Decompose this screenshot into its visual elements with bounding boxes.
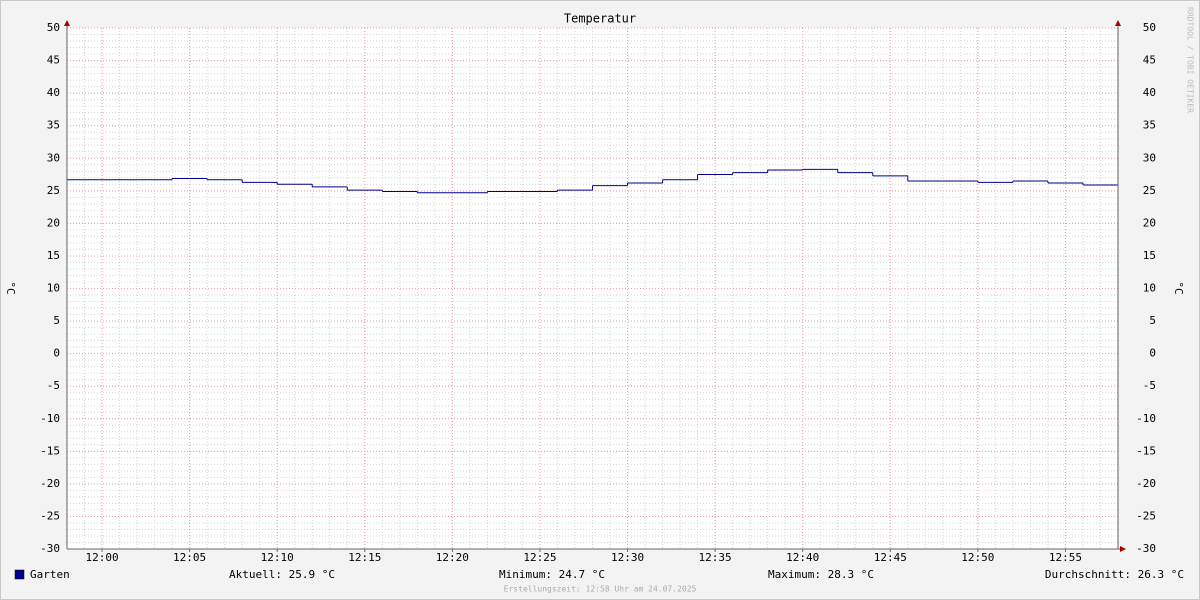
y-tick-label-right: -10: [1136, 412, 1156, 425]
y-tick-label: -5: [47, 379, 60, 392]
x-tick-label: 12:10: [261, 551, 294, 564]
y-tick-label-right: 0: [1149, 347, 1156, 360]
y-tick-label: 50: [47, 21, 60, 34]
y-tick-label-right: -15: [1136, 444, 1156, 457]
y-tick-label-right: 40: [1143, 86, 1156, 99]
axis-arrow: [1120, 546, 1126, 552]
y-tick-label: -30: [40, 542, 60, 555]
chart-title: Temperatur: [564, 12, 636, 26]
y-tick-label: 10: [47, 282, 60, 295]
y-tick-label: 30: [47, 151, 60, 164]
y-axis-label-right: °C: [1172, 281, 1185, 294]
y-tick-label: 15: [47, 249, 60, 262]
y-tick-label: 0: [53, 347, 60, 360]
y-tick-label-right: 50: [1143, 21, 1156, 34]
y-tick-label-right: 15: [1143, 249, 1156, 262]
y-tick-label-right: 5: [1149, 314, 1156, 327]
y-tick-label: 20: [47, 216, 60, 229]
watermark: RRDTOOL / TOBI OETIKER: [1186, 7, 1195, 113]
legend-stat: Minimum: 24.7 °C: [499, 568, 605, 581]
x-tick-label: 12:05: [173, 551, 206, 564]
y-tick-label-right: -30: [1136, 542, 1156, 555]
x-tick-label: 12:40: [786, 551, 819, 564]
y-tick-label: 35: [47, 119, 60, 132]
y-tick-label-right: -25: [1136, 509, 1156, 522]
y-tick-label-right: 35: [1143, 119, 1156, 132]
legend-stat: Maximum: 28.3 °C: [768, 568, 874, 581]
y-tick-label: -10: [40, 412, 60, 425]
y-tick-label-right: -5: [1143, 379, 1156, 392]
y-tick-label: -20: [40, 477, 60, 490]
x-tick-label: 12:30: [611, 551, 644, 564]
x-tick-label: 12:45: [874, 551, 907, 564]
x-tick-label: 12:00: [85, 551, 118, 564]
y-tick-label-right: -20: [1136, 477, 1156, 490]
y-tick-label: 5: [53, 314, 60, 327]
x-tick-label: 12:15: [348, 551, 381, 564]
axis-arrow: [64, 20, 70, 26]
y-tick-label: 25: [47, 184, 60, 197]
legend-stat: Durchschnitt: 26.3 °C: [1045, 568, 1184, 581]
axis-arrow: [1115, 20, 1121, 26]
y-tick-label-right: 45: [1143, 54, 1156, 67]
y-tick-label: -15: [40, 444, 60, 457]
marks: [67, 168, 1118, 194]
x-tick-label: 12:55: [1049, 551, 1082, 564]
x-tick-label: 12:25: [523, 551, 556, 564]
y-tick-label: -25: [40, 509, 60, 522]
legend-label: Garten: [30, 568, 70, 581]
legend-stat: Aktuell: 25.9 °C: [229, 568, 335, 581]
x-tick-label: 12:20: [436, 551, 469, 564]
y-tick-label: 40: [47, 86, 60, 99]
y-tick-label-right: 20: [1143, 216, 1156, 229]
legend-swatch: [14, 569, 25, 580]
y-tick-label-right: 10: [1143, 282, 1156, 295]
y-tick-label: 45: [47, 54, 60, 67]
x-tick-label: 12:50: [961, 551, 994, 564]
x-tick-label: 12:35: [699, 551, 732, 564]
y-tick-label-right: 30: [1143, 151, 1156, 164]
y-axis-label: °C: [4, 281, 17, 294]
grid: [66, 27, 1119, 552]
y-tick-label-right: 25: [1143, 184, 1156, 197]
footer: Erstellungszeit: 12:58 Uhr am 24.07.2025: [504, 585, 697, 594]
